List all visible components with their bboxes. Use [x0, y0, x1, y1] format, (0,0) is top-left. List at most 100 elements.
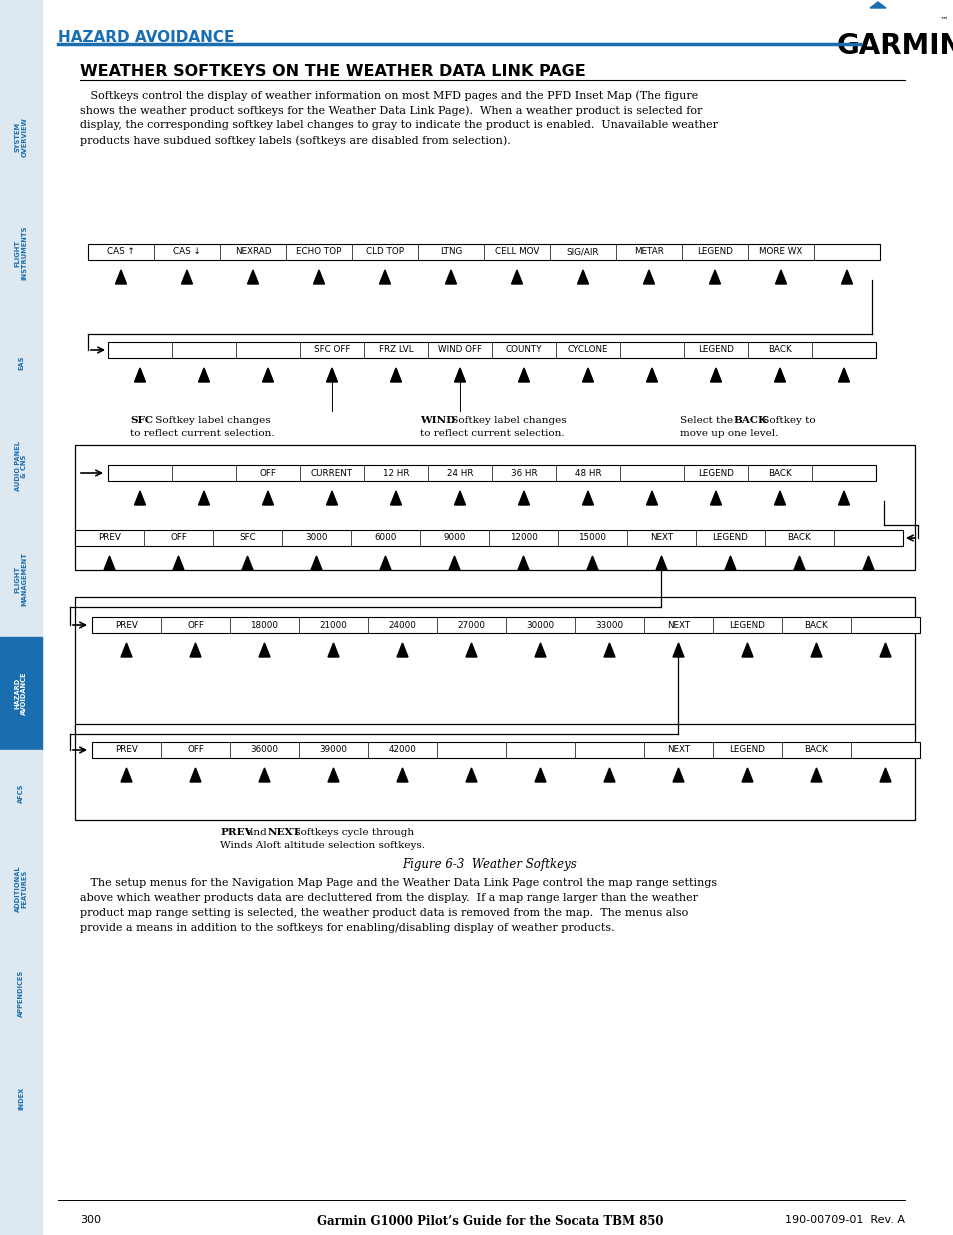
Bar [88, 245, 879, 261]
Text: SFC: SFC [239, 534, 255, 542]
Polygon shape [586, 556, 598, 571]
Text: ECHO TOP: ECHO TOP [296, 247, 341, 257]
Text: display, the corresponding softkey label changes to gray to indicate the product: display, the corresponding softkey label… [80, 120, 718, 130]
Text: CYCLONE: CYCLONE [567, 346, 608, 354]
Text: LEGEND: LEGEND [698, 346, 733, 354]
Text: PREV: PREV [220, 827, 253, 837]
Polygon shape [518, 492, 529, 505]
Text: 3000: 3000 [305, 534, 328, 542]
Polygon shape [841, 270, 852, 284]
Polygon shape [134, 368, 146, 382]
Text: AFCS: AFCS [18, 783, 24, 803]
Bar [0, 836, 42, 941]
Polygon shape [582, 368, 593, 382]
Polygon shape [741, 768, 752, 782]
Text: PREV: PREV [115, 620, 138, 630]
Polygon shape [258, 768, 270, 782]
Polygon shape [582, 492, 593, 505]
Text: BACK: BACK [767, 468, 791, 478]
Polygon shape [258, 643, 270, 657]
Text: LTNG: LTNG [439, 247, 461, 257]
Polygon shape [646, 368, 657, 382]
Text: CAS ↑: CAS ↑ [107, 247, 134, 257]
Polygon shape [672, 643, 683, 657]
Text: Softkey to: Softkey to [759, 416, 815, 425]
Polygon shape [656, 556, 666, 571]
Text: Softkeys control the display of weather information on most MFD pages and the PF: Softkeys control the display of weather … [80, 90, 698, 100]
Text: 12 HR: 12 HR [382, 468, 409, 478]
Text: OFF: OFF [170, 534, 187, 542]
Polygon shape [709, 270, 720, 284]
Text: 42000: 42000 [388, 746, 416, 755]
Text: BACK: BACK [732, 416, 766, 425]
Polygon shape [672, 768, 683, 782]
Bar [75, 445, 914, 571]
Polygon shape [134, 492, 146, 505]
Bar [0, 637, 42, 750]
Text: 18000: 18000 [251, 620, 278, 630]
Text: WIND OFF: WIND OFF [437, 346, 481, 354]
Polygon shape [810, 768, 821, 782]
Polygon shape [517, 556, 529, 571]
Polygon shape [518, 368, 529, 382]
Text: BACK: BACK [803, 746, 827, 755]
Polygon shape [390, 368, 401, 382]
Polygon shape [311, 556, 322, 571]
Text: NEXT: NEXT [649, 534, 673, 542]
Polygon shape [181, 270, 193, 284]
Text: EAS: EAS [18, 356, 24, 370]
Polygon shape [454, 368, 465, 382]
Polygon shape [449, 556, 459, 571]
Text: 48 HR: 48 HR [574, 468, 600, 478]
Text: and: and [244, 827, 270, 837]
Polygon shape [198, 492, 210, 505]
Bar [0, 315, 42, 411]
Text: Figure 6-3  Weather Softkeys: Figure 6-3 Weather Softkeys [402, 858, 577, 871]
Text: OFF: OFF [187, 620, 204, 630]
Text: ™: ™ [939, 16, 947, 25]
Polygon shape [326, 492, 337, 505]
Polygon shape [445, 270, 456, 284]
Text: MORE WX: MORE WX [759, 247, 801, 257]
Polygon shape [172, 556, 184, 571]
Text: SFC OFF: SFC OFF [314, 346, 350, 354]
Polygon shape [121, 768, 132, 782]
Text: APPENDICES: APPENDICES [18, 969, 24, 1018]
Polygon shape [577, 270, 588, 284]
Text: Softkey label changes: Softkey label changes [152, 416, 271, 425]
Bar [0, 191, 42, 315]
Text: product map range setting is selected, the weather product data is removed from : product map range setting is selected, t… [80, 908, 687, 918]
Polygon shape [810, 643, 821, 657]
Polygon shape [198, 368, 210, 382]
Polygon shape [879, 643, 890, 657]
Text: PREV: PREV [98, 534, 121, 542]
Polygon shape [838, 368, 848, 382]
Polygon shape [328, 643, 338, 657]
Text: BACK: BACK [803, 620, 827, 630]
Polygon shape [710, 368, 720, 382]
Text: FLIGHT
INSTRUMENTS: FLIGHT INSTRUMENTS [14, 226, 28, 280]
Polygon shape [190, 768, 201, 782]
Polygon shape [646, 492, 657, 505]
Text: NEXT: NEXT [666, 746, 689, 755]
Text: 24000: 24000 [388, 620, 416, 630]
Bar [0, 941, 42, 1046]
Polygon shape [741, 643, 752, 657]
Text: NEXT: NEXT [666, 620, 689, 630]
Text: CURRENT: CURRENT [311, 468, 353, 478]
Text: AUDIO PANEL
& CNS: AUDIO PANEL & CNS [14, 441, 28, 492]
Polygon shape [262, 492, 274, 505]
Text: 36000: 36000 [251, 746, 278, 755]
Bar [0, 521, 42, 637]
Bar [91, 742, 919, 758]
Polygon shape [774, 368, 784, 382]
Bar [108, 466, 875, 480]
Text: INDEX: INDEX [18, 1087, 24, 1110]
Polygon shape [793, 556, 804, 571]
Text: move up one level.: move up one level. [679, 429, 778, 438]
Polygon shape [390, 492, 401, 505]
Text: SYSTEM
OVERVIEW: SYSTEM OVERVIEW [14, 117, 28, 157]
Text: to reflect current selection.: to reflect current selection. [130, 429, 274, 438]
Bar [75, 530, 902, 546]
Text: 36 HR: 36 HR [510, 468, 537, 478]
